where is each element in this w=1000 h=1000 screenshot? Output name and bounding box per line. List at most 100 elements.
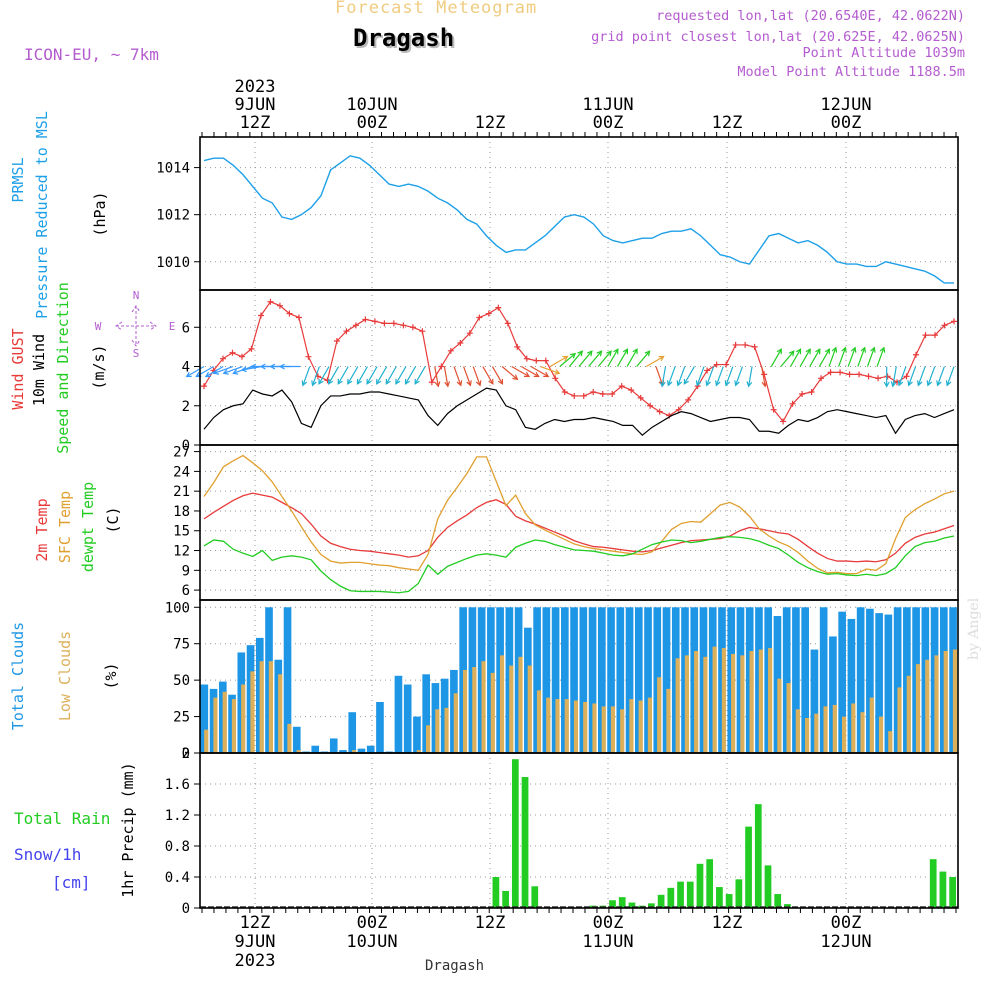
low-cloud-bar-75	[897, 687, 902, 753]
ytick-label-2-6: 24	[173, 464, 190, 480]
wind-arrow-shaft-45	[636, 350, 651, 367]
wind-arrow-head-54	[715, 380, 721, 387]
wind-arrow-head-35	[554, 369, 561, 375]
wind-arrow-head-76	[926, 380, 933, 387]
low-cloud-bar-50	[666, 688, 671, 753]
wind-arrow-61	[790, 348, 802, 367]
ytick-label-1-2: 4	[182, 360, 190, 376]
low-cloud-bar-40	[573, 700, 579, 753]
ylabel-ms: (m/s)	[90, 344, 108, 389]
wind-arrow-head-71	[883, 381, 890, 388]
ytick-label-3-2: 50	[173, 673, 190, 689]
wind-arrow-shaft-70	[876, 347, 885, 367]
rain-bar-46	[648, 903, 655, 908]
compass-s: S	[133, 347, 140, 360]
wind-arrow-25	[443, 366, 451, 388]
total-cloud-bar-75	[893, 607, 902, 753]
ytick-label-3-1: 25	[173, 710, 190, 726]
wind-arrow-43	[616, 348, 629, 367]
total-cloud-bar-72	[866, 608, 874, 753]
gust-marker-78	[941, 322, 948, 329]
gust-marker-7	[267, 298, 274, 305]
wind-arrow-head-42	[613, 348, 619, 355]
low-cloud-bar-59	[749, 651, 754, 753]
ylabel-prmsl: PRMSL	[9, 157, 27, 202]
total-cloud-bar-69	[838, 611, 846, 753]
low-cloud-bar-73	[878, 716, 884, 753]
wind-arrow-shaft-59	[770, 348, 782, 367]
compass-n: N	[133, 289, 140, 302]
bottom-axis-line3-0: 2023	[235, 951, 276, 971]
wind-arrow-head-39	[586, 350, 593, 357]
gust-marker-50	[675, 406, 682, 413]
wind-arrow-20	[385, 366, 397, 385]
gust-marker-18	[371, 318, 378, 325]
rain-bar-76	[939, 871, 947, 908]
wind-arrow-shaft-77	[936, 366, 945, 386]
low-cloud-bar-69	[841, 716, 847, 753]
low-cloud-bar-3	[231, 699, 237, 753]
wind-arrow-shaft-30	[491, 366, 503, 385]
wind-arrow-shaft-21	[395, 366, 407, 385]
gust-marker-29	[476, 314, 483, 321]
wind-arrow-head-65	[831, 346, 838, 353]
wind-arrow-57	[746, 366, 753, 388]
wind-arrow-shaft-38	[568, 350, 583, 367]
gust-marker-51	[685, 396, 692, 403]
wind-arrow-head-41	[606, 350, 612, 357]
total-cloud-bar-65	[801, 607, 809, 753]
ylabel-speed-direction: Speed and Direction	[54, 282, 72, 454]
gust-marker-34	[523, 355, 530, 362]
wind-arrow-shaft-1	[195, 365, 214, 378]
wind-arrow-shaft-50	[677, 366, 686, 386]
rain-bar-44	[628, 902, 636, 908]
wind-arrow-shaft-76	[927, 366, 936, 386]
wind-arrow-49	[666, 366, 676, 387]
wind-arrow-77	[936, 366, 945, 387]
rain-bar-48	[667, 887, 675, 908]
total-cloud-bar-42	[588, 607, 597, 753]
total-cloud-bar-63	[782, 607, 791, 753]
wind-arrow-head-77	[936, 380, 942, 387]
low-cloud-bar-78	[925, 659, 930, 753]
wind-arrow-shaft-19	[376, 366, 388, 385]
wind-arrow-shaft-78	[946, 366, 955, 386]
ylabel-wind-gust: Wind GUST	[9, 328, 27, 409]
ylabel-sfc-temp: SFC Temp	[56, 491, 74, 563]
wind-arrow-44	[626, 348, 638, 367]
low-cloud-bar-68	[832, 704, 837, 753]
wind-arrow-shaft-22	[405, 366, 417, 385]
gust-marker-0	[201, 383, 207, 390]
wind-arrow-shaft-24	[434, 366, 439, 387]
footer-location: Dragash	[425, 958, 485, 974]
wind-arrow-shaft-37	[559, 353, 576, 367]
gust-marker-64	[808, 389, 815, 396]
wind-arrow-shaft-52	[696, 366, 705, 386]
wind-arrow-head-22	[404, 378, 411, 385]
wind-arrow-head-11	[301, 380, 308, 387]
wind-arrow-head-34	[543, 371, 550, 378]
wind-arrow-15	[337, 366, 349, 385]
total-cloud-bar-23	[413, 716, 421, 753]
total-cloud-bar-0	[200, 684, 209, 753]
ytick-label-3-4: 100	[165, 600, 190, 616]
wind-arrow-28	[472, 366, 482, 387]
low-cloud-bar-71	[860, 712, 865, 753]
gust-marker-41	[590, 389, 597, 396]
wind-arrow-head-14	[327, 378, 334, 385]
wind-arrow-shaft-3	[213, 365, 234, 374]
wind-arrow-shaft-64	[818, 348, 830, 367]
wind-arrow-shaft-67	[847, 347, 856, 367]
low-cloud-bar-31	[490, 672, 495, 753]
wind-arrow-head-20	[385, 378, 391, 385]
gust-marker-4	[238, 353, 245, 360]
low-cloud-bar-10	[296, 750, 301, 753]
wind-arrow-35	[540, 365, 561, 375]
wind-arrow-head-40	[596, 350, 603, 357]
rain-bar-43	[618, 897, 626, 908]
wind-arrow-head-17	[356, 378, 363, 385]
gust-marker-5	[248, 345, 255, 352]
point-altitude: Point Altitude 1039m	[802, 45, 965, 61]
bottom-axis-line2-1: 10JUN	[346, 932, 397, 952]
low-cloud-bar-76	[906, 675, 911, 753]
